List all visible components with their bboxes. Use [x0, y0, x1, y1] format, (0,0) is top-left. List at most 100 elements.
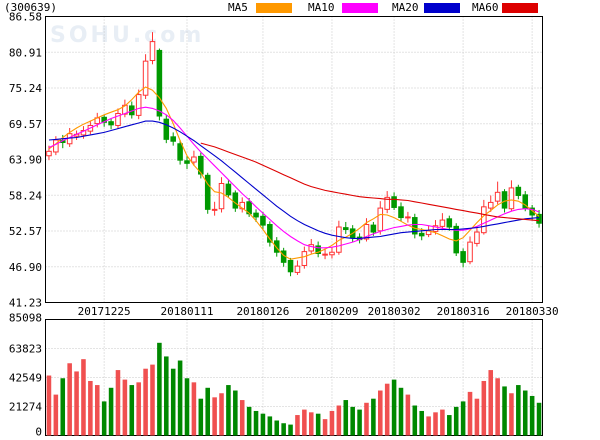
volume-bar-down [516, 385, 521, 436]
volume-bar-down [502, 386, 507, 436]
price-tick-label: 86.58 [9, 11, 42, 24]
volume-bar-up [384, 383, 390, 436]
candle-body-up [218, 182, 225, 210]
volume-bar-down [536, 402, 542, 436]
candle-body-down [515, 186, 522, 196]
volume-bar-down [529, 395, 535, 436]
volume-bar-down [253, 410, 259, 436]
legend-ma5-label: MA5 [228, 1, 248, 14]
volume-bar-up [46, 375, 52, 436]
volume-bar-down [281, 423, 286, 436]
volume-bar-down [447, 415, 452, 436]
price-panel-frame [45, 16, 543, 303]
volume-bar-down [419, 410, 424, 436]
volume-bar-down [184, 378, 190, 436]
price-tick-label: 52.57 [9, 225, 42, 238]
candle-body-up [377, 207, 384, 232]
ma20-line [48, 120, 540, 239]
candle-body-down [529, 207, 535, 216]
candle-body-up [301, 251, 308, 266]
date-axis: 20171225 20180111 20180126 20180209 20180302… [78, 305, 559, 318]
candle-body-up [474, 231, 480, 244]
volume-bars [46, 342, 542, 436]
volume-bar-down [412, 405, 418, 436]
candle-body-up [211, 208, 218, 211]
volume-bar-up [329, 410, 335, 436]
volume-bar-down [522, 390, 528, 436]
candle-body-up [384, 196, 390, 210]
volume-bar-down [371, 398, 376, 436]
volume-bar-up [467, 391, 473, 436]
candle-body-up [405, 216, 411, 219]
candle-body-down [177, 143, 183, 161]
volume-bar-up [295, 415, 300, 436]
candle-body-up [487, 201, 494, 209]
price-tick-label: 69.57 [9, 118, 42, 131]
volume-bar-down [315, 413, 321, 436]
candle-body-down [501, 191, 508, 209]
candle-body-up [508, 187, 515, 210]
volume-bar-down [453, 406, 459, 436]
volume-bar-down [198, 398, 204, 436]
price-axis: 86.58 80.91 75.24 69.57 63.90 58.24 52.57 46.90… [9, 11, 42, 310]
volume-bar-down [260, 413, 266, 436]
price-tick-label: 63.90 [9, 154, 42, 167]
volume-bar-up [94, 385, 100, 436]
volume-bar-up [88, 380, 93, 436]
volume-bar-up [509, 393, 514, 436]
volume-bar-down [170, 368, 176, 436]
volume-bar-down [205, 387, 210, 436]
volume-panel-frame [45, 319, 543, 436]
volume-bar-down [164, 356, 169, 436]
legend-ma10-label: MA10 [308, 1, 335, 14]
candle-body-down [460, 251, 466, 263]
candle-body-up [191, 156, 197, 163]
volume-bar-down [398, 387, 404, 436]
moving-average-lines [48, 86, 540, 260]
price-tick-label: 75.24 [9, 82, 42, 95]
candle-body-down [101, 116, 107, 123]
date-tick-label: 20171225 [78, 305, 131, 318]
date-tick-label: 20180111 [161, 305, 214, 318]
volume-bar-up [302, 409, 307, 436]
candle-body-up [363, 223, 370, 240]
volume-bar-up [67, 363, 72, 436]
candle-body-up [432, 225, 439, 232]
volume-tick-label: 85098 [9, 312, 42, 325]
candle-body-up [322, 253, 328, 256]
candle-body-down [536, 213, 542, 224]
candle-body-down [273, 240, 280, 253]
candle-body-up [294, 265, 301, 273]
volume-bar-up [212, 397, 217, 436]
candle-body-up [46, 150, 52, 157]
volume-bar-up [405, 394, 411, 436]
volume-bar-up [440, 409, 445, 436]
candle-body-down [170, 136, 176, 142]
candle-body-up [115, 112, 121, 126]
volume-bar-up [364, 402, 369, 436]
candle-body-up [467, 241, 473, 263]
legend-ma60-swatch [502, 3, 538, 13]
price-tick-label: 80.91 [9, 46, 42, 59]
volume-bar-down [343, 400, 349, 436]
candle-body-up [149, 41, 156, 62]
volume-bar-up [495, 378, 500, 436]
candle-body-down [315, 245, 321, 254]
volume-tick-label: 0 [35, 426, 42, 439]
candle-body-down [287, 259, 294, 273]
candle-body-down [522, 194, 529, 209]
volume-bar-up [191, 382, 197, 436]
candle-body-down [412, 217, 418, 235]
volume-bar-down [60, 378, 66, 436]
legend-ma60-label: MA60 [472, 1, 499, 14]
candle-body-up [439, 219, 446, 227]
volume-bar-up [53, 394, 59, 436]
volume-bar-down [157, 342, 162, 436]
date-tick-label: 20180209 [305, 305, 358, 318]
candle-body-up [329, 251, 335, 256]
candle-body-down [163, 118, 170, 140]
volume-bar-down [267, 416, 273, 436]
volume-bar-up [488, 370, 494, 436]
price-tick-label: 58.24 [9, 189, 42, 202]
